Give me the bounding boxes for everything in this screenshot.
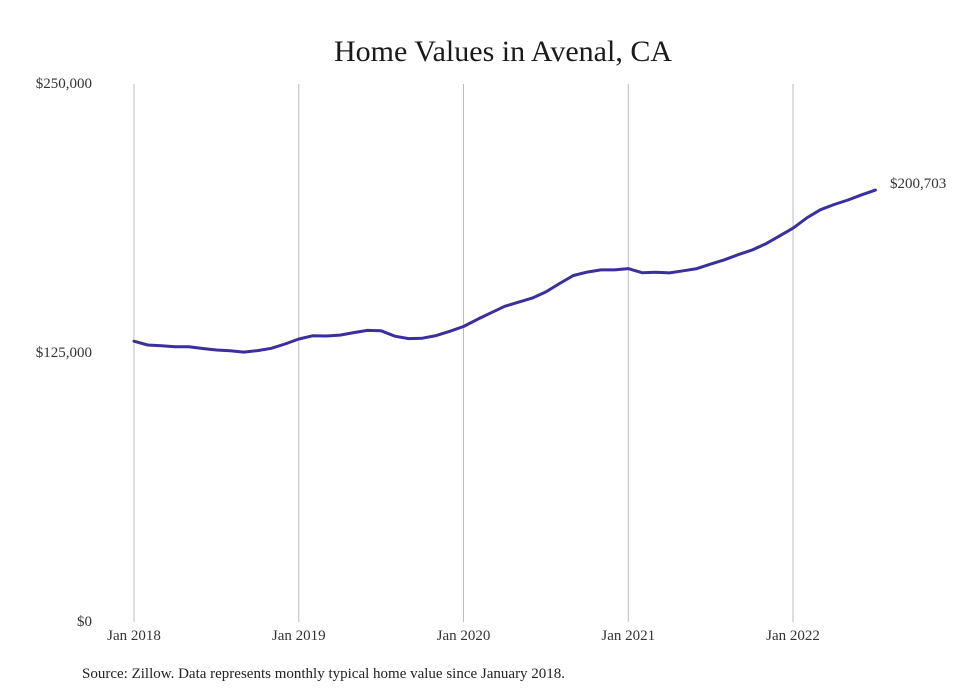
- vertical-gridlines: [133, 84, 794, 622]
- y-tick-label: $125,000: [36, 345, 92, 361]
- x-tick-label: Jan 2019: [272, 628, 326, 644]
- end-value-label: $200,703: [890, 176, 946, 192]
- x-axis-tick-labels: Jan 2018 Jan 2019 Jan 2020 Jan 2021 Jan 2022: [107, 628, 820, 644]
- line-chart: Home Values in Avenal, CA $0 $125,000 $250…: [36, 35, 947, 644]
- x-tick-label: Jan 2021: [601, 628, 655, 644]
- y-tick-label: $250,000: [36, 76, 92, 92]
- series-line-home-values: [132, 188, 877, 354]
- y-axis-tick-labels: $0 $125,000 $250,000: [36, 76, 92, 630]
- x-tick-label: Jan 2020: [437, 628, 491, 644]
- y-tick-label: $0: [77, 614, 92, 630]
- x-tick-label: Jan 2018: [107, 628, 161, 644]
- source-note: Source: Zillow. Data represents monthly …: [82, 666, 566, 682]
- x-tick-label: Jan 2022: [766, 628, 820, 644]
- chart-title: Home Values in Avenal, CA: [334, 35, 672, 68]
